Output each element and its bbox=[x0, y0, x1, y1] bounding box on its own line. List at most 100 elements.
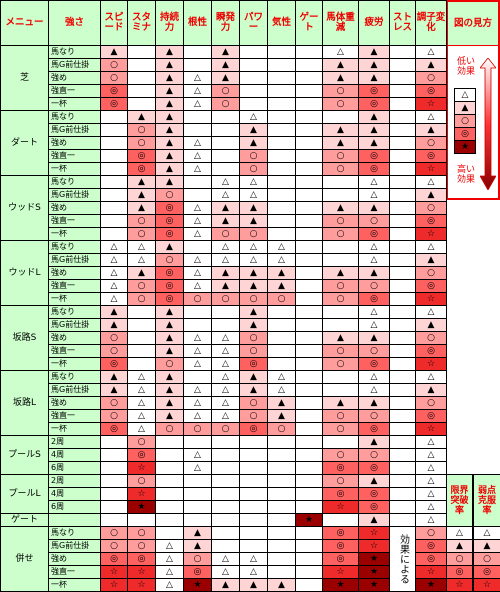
effect-cell: ☆ bbox=[127, 565, 156, 579]
strength-label: 馬なり bbox=[48, 110, 101, 124]
effect-cell: △ bbox=[183, 214, 212, 228]
effect-cell: ○ bbox=[322, 214, 359, 228]
effect-cell bbox=[155, 513, 184, 527]
effect-cell: △ bbox=[358, 370, 390, 384]
effect-cell: △ bbox=[211, 370, 240, 384]
strength-label: 強直一 bbox=[48, 344, 101, 358]
effect-cell bbox=[295, 84, 323, 98]
strength-label: 馬G前仕掛 bbox=[48, 318, 101, 332]
effect-cell: ○ bbox=[415, 396, 447, 410]
effect-cell bbox=[295, 253, 323, 267]
effect-cell: ☆ bbox=[415, 97, 447, 111]
effect-cell: ▲ bbox=[100, 318, 128, 332]
effect-cell: ▲ bbox=[100, 383, 128, 397]
extra-cell: ◎ bbox=[473, 565, 500, 579]
effect-cell: ◎ bbox=[358, 357, 390, 371]
effect-cell: ○ bbox=[322, 149, 359, 163]
effect-cell: △ bbox=[415, 45, 447, 59]
effect-cell: ▲ bbox=[211, 45, 240, 59]
effect-cell: ▲ bbox=[239, 201, 268, 215]
effect-cell: ▲ bbox=[155, 45, 184, 59]
effect-cell bbox=[127, 344, 156, 358]
effect-cell bbox=[295, 383, 323, 397]
strength-label: 馬なり bbox=[48, 240, 101, 254]
effect-cell: △ bbox=[267, 240, 296, 254]
effect-cell: ☆ bbox=[127, 578, 156, 592]
effect-cell: ○ bbox=[358, 344, 390, 358]
header-column: パワー bbox=[239, 0, 268, 46]
effect-cell bbox=[389, 435, 416, 449]
effect-cell: ○ bbox=[358, 279, 390, 293]
effect-cell: ○ bbox=[322, 474, 359, 488]
effect-cell: ○ bbox=[100, 58, 128, 72]
header-column: 馬体重減 bbox=[322, 0, 359, 46]
effect-cell bbox=[127, 84, 156, 98]
effect-cell: ◎ bbox=[100, 422, 128, 436]
effect-cell: ▲ bbox=[358, 123, 390, 137]
effect-cell: △ bbox=[100, 266, 128, 280]
effect-cell bbox=[100, 188, 128, 202]
effect-cell: ▲ bbox=[415, 58, 447, 72]
effect-cell bbox=[127, 357, 156, 371]
effect-cell: ★ bbox=[358, 565, 390, 579]
effect-cell: △ bbox=[183, 201, 212, 215]
header-column: 根性 bbox=[183, 0, 212, 46]
effect-cell bbox=[155, 435, 184, 449]
effect-cell bbox=[295, 292, 323, 306]
strength-label: 馬G前仕掛 bbox=[48, 123, 101, 137]
effect-cell bbox=[295, 578, 323, 592]
effect-cell bbox=[239, 97, 268, 111]
strength-label: 強直一 bbox=[48, 214, 101, 228]
effect-cell: ★ bbox=[358, 552, 390, 566]
effect-cell: △ bbox=[127, 396, 156, 410]
effect-cell bbox=[295, 162, 323, 176]
effect-cell bbox=[267, 71, 296, 85]
effect-cell bbox=[127, 331, 156, 345]
effect-cell: ○ bbox=[100, 396, 128, 410]
effect-cell: ○ bbox=[415, 71, 447, 85]
effect-cell bbox=[100, 162, 128, 176]
effect-cell: ○ bbox=[211, 227, 240, 241]
effect-cell: ◎ bbox=[358, 487, 390, 501]
effect-cell: ▲ bbox=[267, 279, 296, 293]
strength-label: 強直一 bbox=[48, 279, 101, 293]
legend-symbol: ▲ bbox=[454, 101, 476, 115]
effect-cell: ○ bbox=[127, 526, 156, 540]
effect-cell: △ bbox=[183, 71, 212, 85]
effect-cell bbox=[389, 175, 416, 189]
extra-header: 限界突破率 bbox=[446, 474, 473, 527]
effect-cell bbox=[389, 474, 416, 488]
effect-cell: △ bbox=[183, 162, 212, 176]
effect-cell: ★ bbox=[322, 578, 359, 592]
effect-cell bbox=[389, 84, 416, 98]
header-column: 瞬発力 bbox=[211, 0, 240, 46]
group-label: 併せ bbox=[0, 526, 49, 592]
effect-cell: ▲ bbox=[358, 45, 390, 59]
effect-cell: ○ bbox=[155, 422, 184, 436]
effect-cell: ▲ bbox=[155, 136, 184, 150]
effect-cell: ◎ bbox=[100, 357, 128, 371]
effect-cell: ▲ bbox=[155, 305, 184, 319]
effect-cell: ▲ bbox=[358, 110, 390, 124]
strength-label: 2周 bbox=[48, 474, 101, 488]
effect-cell bbox=[267, 487, 296, 501]
effect-cell bbox=[100, 461, 128, 475]
effect-cell: ◎ bbox=[100, 552, 128, 566]
effect-cell bbox=[322, 435, 359, 449]
strength-label: 一杯 bbox=[48, 422, 101, 436]
effect-cell: △ bbox=[415, 513, 447, 527]
effect-cell bbox=[389, 97, 416, 111]
strength-label: 強め bbox=[48, 266, 101, 280]
effect-cell: ◎ bbox=[155, 201, 184, 215]
strength-label: 強直一 bbox=[48, 565, 101, 579]
effect-cell bbox=[127, 45, 156, 59]
effect-cell: △ bbox=[211, 552, 240, 566]
effect-cell bbox=[389, 136, 416, 150]
effect-cell bbox=[183, 474, 212, 488]
effect-cell: ◎ bbox=[358, 227, 390, 241]
effect-cell bbox=[322, 383, 359, 397]
effect-cell: ○ bbox=[127, 123, 156, 137]
effect-cell: ◎ bbox=[358, 292, 390, 306]
extra-cell: ▲ bbox=[473, 539, 500, 553]
effect-cell bbox=[267, 500, 296, 514]
